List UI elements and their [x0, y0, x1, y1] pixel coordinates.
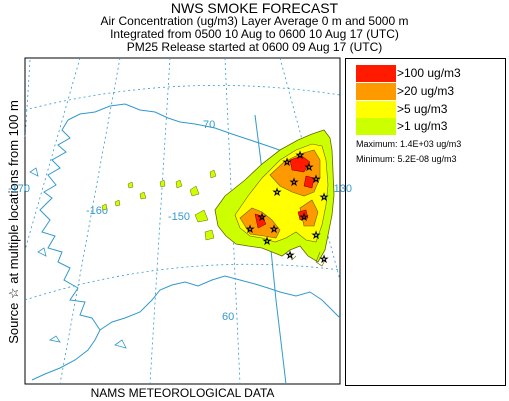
coastal-islands [29, 167, 127, 349]
meteorological-data-label: NAMS METEOROLOGICAL DATA [90, 386, 275, 400]
maximum-value: Maximum: 1.4E+03 ug/m3 [356, 139, 462, 149]
smoke-concentration-plume [101, 129, 335, 267]
smoke-contour-gt100 [254, 155, 315, 229]
legend-label-gt5: >5 ug/m3 [397, 102, 448, 116]
integration-subtitle: Integrated from 0500 10 Aug to 0600 10 A… [110, 27, 399, 41]
smoke-plume-outliers [101, 169, 217, 241]
source-marker: ☆ [320, 255, 328, 265]
source-marker: ☆ [312, 175, 320, 185]
latitude-label-60: 60 [222, 311, 234, 323]
source-marker: ☆ [300, 213, 308, 223]
legend-swatch-gt20 [356, 83, 396, 100]
meridian-line-180 [24, 59, 31, 141]
latitude-label-70: 70 [203, 119, 215, 131]
source-marker: ☆ [270, 225, 278, 235]
source-marker: ☆ [290, 178, 298, 188]
source-marker: ☆ [258, 213, 266, 223]
meridian-line-130 [279, 57, 341, 281]
meridian-line-140 [224, 57, 241, 385]
meridian-line-170 [24, 57, 81, 251]
source-marker: ☆ [283, 158, 291, 168]
source-marker: ☆ [246, 225, 254, 235]
source-marker: ☆ [305, 163, 313, 173]
source-marker: ☆ [273, 188, 281, 198]
legend: >100 ug/m3 >20 ug/m3 >5 ug/m3 >1 ug/m3 M… [345, 58, 506, 386]
latitude-line-60 [24, 263, 341, 301]
longitude-label-130: -130 [330, 183, 352, 195]
source-marker: ☆ [296, 151, 304, 161]
source-marker: ☆ [320, 193, 328, 203]
smoke-plume-trail [289, 251, 327, 267]
longitude-label-150: -150 [168, 211, 190, 223]
legend-label-gt1: >1 ug/m3 [397, 119, 448, 133]
source-marker: ☆ [286, 251, 294, 261]
latitude-line-70 [24, 84, 341, 111]
legend-swatch-gt100 [356, 65, 396, 82]
fire-source-markers: ☆ ☆ ☆ ☆ ☆ ☆ ☆ ☆ ☆ ☆ ☆ ☆ ☆ ☆ ☆ [246, 151, 329, 266]
graticule [24, 57, 341, 385]
longitude-label-170: -170 [8, 183, 30, 195]
minimum-value: Minimum: 5.2E-08 ug/m3 [356, 154, 457, 164]
concentration-subtitle: Air Concentration (ug/m3) Layer Average … [100, 14, 409, 28]
release-subtitle: PM25 Release started at 0600 09 Aug 17 (… [126, 40, 383, 54]
legend-swatch-gt5 [356, 101, 396, 118]
legend-label-gt100: >100 ug/m3 [397, 66, 461, 80]
legend-label-gt20: >20 ug/m3 [397, 84, 455, 98]
meridian-line-160 [59, 57, 121, 385]
source-marker: ☆ [312, 231, 320, 241]
chart-title: NWS SMOKE FORECAST [170, 0, 339, 16]
source-marker: ☆ [263, 237, 271, 247]
legend-swatch-gt1 [356, 118, 396, 135]
